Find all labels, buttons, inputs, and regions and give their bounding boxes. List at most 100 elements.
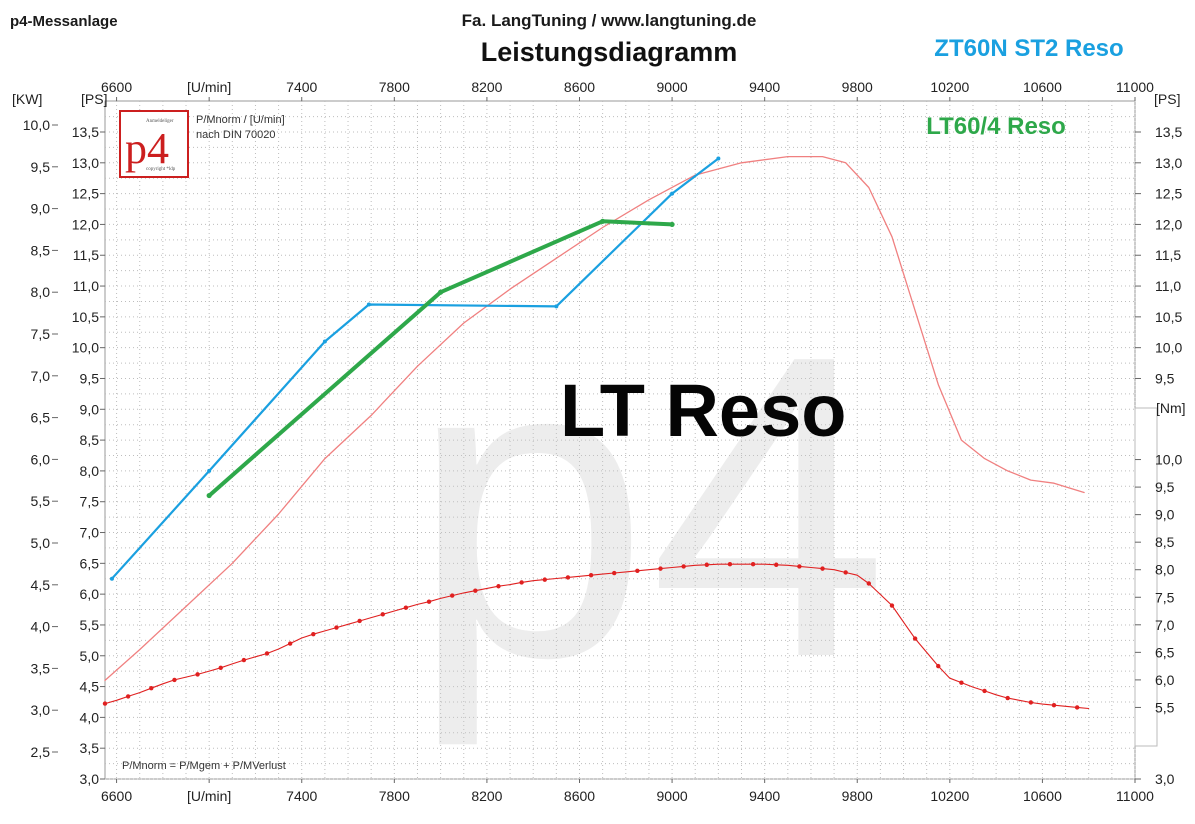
legend-formula: P/Mnorm = P/Mgem + P/MVerlust bbox=[122, 760, 286, 772]
ps-right-tick-label: 12,5 bbox=[1155, 186, 1182, 202]
logo-text: p4 bbox=[125, 124, 169, 173]
ps-tick-label: 5,0 bbox=[80, 648, 100, 664]
series-point-2 bbox=[716, 156, 721, 161]
kw-tick-label: 7,0 bbox=[31, 368, 51, 384]
series-point-2 bbox=[670, 191, 675, 196]
x-tick-label-bottom: 10200 bbox=[930, 788, 969, 804]
ps-right-tick-label: 10,5 bbox=[1155, 309, 1182, 325]
series-point-3 bbox=[600, 218, 606, 224]
kw-tick-label: 9,0 bbox=[31, 201, 51, 217]
torque-point bbox=[195, 672, 200, 677]
ps-tick-label: 3,5 bbox=[80, 740, 100, 756]
torque-point bbox=[750, 562, 756, 567]
kw-tick-label: 10,0 bbox=[23, 117, 50, 133]
ps-tick-label: 6,0 bbox=[80, 586, 100, 602]
nm-tick-label: 9,5 bbox=[1155, 479, 1175, 495]
ps-tick-label: 13,0 bbox=[72, 155, 99, 171]
annotation-lt60: LT60/4 Reso bbox=[926, 113, 1066, 140]
nm-tick-label: 5,5 bbox=[1155, 699, 1175, 715]
ps-right-tick-label: 11,5 bbox=[1155, 247, 1181, 263]
x-tick-label-top: 11000 bbox=[1116, 79, 1154, 95]
logo-small-top: Anmeldeliger bbox=[146, 119, 174, 124]
ps-tick-label: 10,0 bbox=[72, 340, 99, 356]
ps-axis-label: [PS] bbox=[81, 91, 107, 107]
torque-point bbox=[774, 562, 779, 567]
ps-tick-label: 8,5 bbox=[80, 432, 100, 448]
x-tick-label-top: 6600 bbox=[101, 79, 132, 95]
torque-point bbox=[959, 680, 964, 685]
kw-tick-label: 2,5 bbox=[31, 744, 51, 760]
torque-point bbox=[172, 677, 177, 683]
ps-right-tick-label: 11,0 bbox=[1155, 278, 1181, 294]
series-point-2 bbox=[109, 576, 114, 581]
x-tick-label-top: 7800 bbox=[379, 79, 410, 95]
x-tick-label-bottom: 11000 bbox=[1116, 788, 1154, 804]
kw-tick-label: 3,0 bbox=[31, 702, 51, 718]
x-tick-label-bottom: 9400 bbox=[749, 788, 780, 804]
ps-tick-label: 3,0 bbox=[80, 771, 100, 787]
legend-line-2: nach DIN 70020 bbox=[196, 129, 276, 141]
ps-tick-label: 9,0 bbox=[80, 401, 100, 417]
ps-right-tick-label: 9,5 bbox=[1155, 370, 1175, 386]
ps-tick-label: 4,0 bbox=[80, 709, 100, 725]
nm-tick-label: 6,0 bbox=[1155, 672, 1175, 688]
torque-point bbox=[334, 625, 339, 630]
x-tick-label-top: 9000 bbox=[657, 79, 688, 95]
torque-point bbox=[588, 573, 594, 578]
header-center-title: Fa. LangTuning / www.langtuning.de bbox=[462, 11, 757, 30]
ps-right-tick-label: 10,0 bbox=[1155, 340, 1182, 356]
ps-right-tick-label: 12,0 bbox=[1155, 216, 1182, 232]
x-tick-label-top: 7400 bbox=[286, 79, 317, 95]
x-tick-label-top: 8600 bbox=[564, 79, 595, 95]
ticks-layer: 6600 6600 [U/min] [U/min] 7400 7400 7800 7800 82… bbox=[12, 79, 1186, 804]
kw-tick-label: 8,0 bbox=[31, 284, 51, 300]
ps-tick-label: 11,0 bbox=[73, 278, 99, 294]
kw-tick-label: 7,5 bbox=[31, 326, 51, 342]
kw-axis-label: [KW] bbox=[12, 91, 42, 107]
ps-right-tick-label: 13,5 bbox=[1155, 124, 1182, 140]
x-tick-label-top: 10200 bbox=[930, 79, 969, 95]
series-layer bbox=[102, 155, 1090, 710]
torque-point bbox=[681, 564, 686, 569]
annotation-zt60n: ZT60N ST2 Reso bbox=[934, 35, 1123, 62]
x-tick-label-bottom: 10600 bbox=[1023, 788, 1062, 804]
torque-point bbox=[704, 562, 709, 567]
torque-point bbox=[149, 685, 154, 691]
ps-tick-label: 8,0 bbox=[80, 463, 100, 479]
kw-tick-label: 3,5 bbox=[31, 660, 51, 676]
x-tick-label-top: [U/min] bbox=[187, 79, 231, 95]
x-tick-label-top: 10600 bbox=[1023, 79, 1062, 95]
series-point-2 bbox=[366, 302, 371, 307]
series-line-0 bbox=[104, 155, 1085, 682]
torque-point bbox=[1074, 705, 1080, 710]
ps-tick-label: 13,5 bbox=[72, 124, 99, 140]
kw-tick-label: 4,5 bbox=[31, 577, 51, 593]
ps-right-tick-label: 3,0 bbox=[1155, 771, 1175, 787]
series-line-3 bbox=[207, 219, 675, 498]
ps-tick-label: 10,5 bbox=[72, 309, 99, 325]
x-tick-label-bottom: 6600 bbox=[101, 788, 132, 804]
torque-point bbox=[866, 581, 872, 586]
torque-point bbox=[612, 570, 617, 576]
ps-tick-label: 7,0 bbox=[80, 525, 100, 541]
x-tick-label-bottom: 7400 bbox=[286, 788, 317, 804]
kw-tick-label: 5,5 bbox=[31, 493, 51, 509]
x-tick-label-top: 8200 bbox=[471, 79, 502, 95]
chart-title: Leistungsdiagramm bbox=[481, 37, 738, 67]
x-tick-label-bottom: 9000 bbox=[657, 788, 688, 804]
nm-tick-label: 6,5 bbox=[1155, 644, 1175, 660]
torque-point bbox=[519, 580, 524, 585]
series-point-3 bbox=[669, 221, 675, 228]
series-point-2 bbox=[207, 468, 212, 473]
ps-tick-label: 11,5 bbox=[73, 247, 99, 263]
torque-point bbox=[1051, 703, 1057, 708]
torque-point bbox=[449, 593, 455, 598]
ps-tick-label: 7,5 bbox=[80, 494, 100, 510]
ps-tick-label: 12,5 bbox=[72, 186, 99, 202]
ps-tick-label: 5,5 bbox=[80, 617, 100, 633]
ps-tick-label: 4,5 bbox=[80, 679, 100, 695]
torque-point bbox=[889, 603, 895, 608]
torque-point bbox=[843, 570, 848, 575]
header-left-title: p4-Messanlage bbox=[10, 13, 118, 30]
torque-point bbox=[311, 631, 316, 637]
